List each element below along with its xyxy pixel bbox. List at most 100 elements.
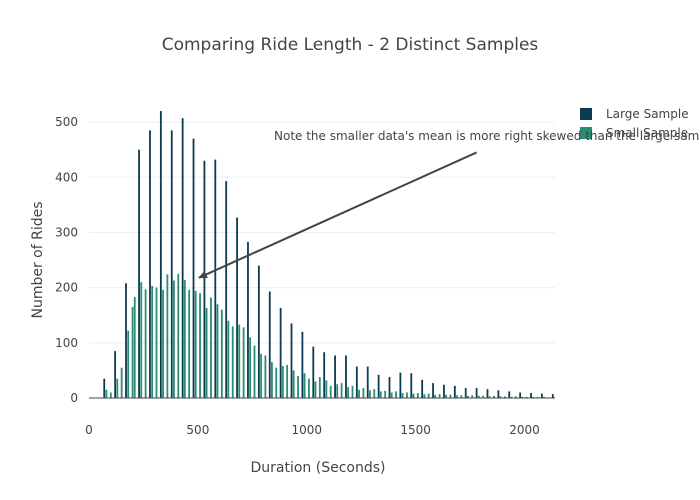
bar-large-sample bbox=[192, 138, 195, 398]
bar-small-sample bbox=[401, 393, 404, 398]
bar-large-sample bbox=[103, 378, 106, 398]
bar-small-sample bbox=[467, 395, 469, 398]
bar-small-sample bbox=[423, 394, 426, 398]
y-axis-ticks: 0 100 200 300 400 500 bbox=[55, 115, 78, 405]
x-tick-label: 1000 bbox=[291, 423, 322, 437]
bar-small-sample bbox=[199, 293, 201, 398]
bar-small-sample bbox=[109, 392, 112, 398]
bar-small-sample bbox=[449, 394, 452, 398]
bar-large-sample bbox=[159, 111, 162, 398]
bar-large-sample bbox=[279, 308, 282, 398]
bar-small-sample bbox=[325, 380, 328, 398]
bar-small-sample bbox=[120, 367, 123, 398]
bar-large-sample bbox=[149, 130, 151, 398]
bar-small-sample bbox=[303, 373, 306, 398]
legend-label: Small Sample bbox=[606, 126, 688, 140]
bar-small-sample bbox=[275, 367, 278, 398]
bar-large-sample bbox=[388, 377, 391, 398]
legend-label: Large Sample bbox=[606, 107, 689, 121]
legend-item[interactable]: Small Sample bbox=[580, 126, 688, 140]
bar-small-sample bbox=[336, 384, 339, 398]
bar-small-sample bbox=[116, 378, 119, 398]
bar-small-sample bbox=[205, 308, 208, 398]
bar-small-sample bbox=[242, 327, 245, 398]
bar-small-sample bbox=[510, 396, 513, 398]
y-tick-label: 200 bbox=[55, 281, 78, 295]
bar-small-sample bbox=[384, 390, 387, 398]
bar-small-sample bbox=[318, 377, 321, 398]
bar-large-sample bbox=[125, 283, 127, 398]
bar-large-sample bbox=[530, 393, 532, 398]
bar-small-sample bbox=[173, 280, 175, 398]
bar-large-sample bbox=[214, 159, 217, 398]
bar-small-sample bbox=[308, 378, 310, 398]
bar-small-sample bbox=[140, 282, 143, 398]
bar-large-sample bbox=[138, 149, 140, 398]
bar-small-sample bbox=[438, 394, 441, 398]
bar-small-sample bbox=[166, 274, 169, 398]
x-tick-label: 2000 bbox=[509, 423, 540, 437]
bar-small-sample bbox=[525, 396, 528, 398]
annotation-text: Note the smaller data's mean is more rig… bbox=[274, 129, 700, 143]
bar-small-sample bbox=[482, 395, 485, 398]
legend-swatch bbox=[580, 127, 592, 139]
bar-small-sample bbox=[390, 392, 393, 398]
bar-small-sample bbox=[271, 362, 273, 398]
bar-small-sample bbox=[412, 393, 415, 398]
bar-small-sample bbox=[155, 287, 158, 398]
bar-small-sample bbox=[471, 395, 474, 398]
bar-small-sample bbox=[177, 273, 180, 398]
bar-small-sample bbox=[460, 395, 463, 398]
bar-small-sample bbox=[340, 383, 343, 398]
bar-small-sample bbox=[347, 386, 350, 398]
bar-large-sample bbox=[443, 384, 445, 398]
x-tick-label: 0 bbox=[85, 423, 93, 437]
annotation-arrow bbox=[198, 151, 478, 279]
bar-large-sample bbox=[366, 366, 369, 398]
bar-large-sample bbox=[181, 118, 184, 399]
bar-small-sample bbox=[362, 388, 365, 398]
bar-small-sample bbox=[220, 309, 223, 398]
bar-large-sample bbox=[453, 385, 456, 398]
bar-large-sample bbox=[203, 160, 206, 398]
y-tick-label: 100 bbox=[55, 336, 78, 350]
bar-large-sample bbox=[236, 217, 238, 398]
x-tick-label: 1500 bbox=[400, 423, 431, 437]
bar-small-sample bbox=[373, 389, 376, 398]
y-tick-label: 400 bbox=[55, 170, 78, 184]
bar-small-sample bbox=[238, 324, 241, 398]
bar-small-sample bbox=[188, 289, 191, 398]
bar-large-sample bbox=[410, 373, 413, 398]
legend-swatch bbox=[580, 108, 592, 120]
bar-small-sample bbox=[406, 392, 408, 398]
bar-small-sample bbox=[456, 395, 458, 398]
bar-small-sample bbox=[162, 289, 164, 398]
bar-small-sample bbox=[194, 290, 197, 398]
bar-small-sample bbox=[151, 285, 154, 398]
bar-small-sample bbox=[427, 393, 430, 398]
bar-small-sample bbox=[395, 391, 397, 398]
bar-large-sample bbox=[519, 392, 522, 398]
bar-large-sample bbox=[399, 372, 402, 398]
bar-small-sample bbox=[521, 396, 524, 398]
y-tick-label: 300 bbox=[55, 225, 78, 239]
bar-large-sample bbox=[301, 331, 304, 398]
annotation: Note the smaller data's mean is more rig… bbox=[198, 129, 700, 279]
bar-large-sample bbox=[268, 291, 271, 398]
bar-small-sample bbox=[131, 306, 134, 398]
legend-item[interactable]: Large Sample bbox=[580, 107, 689, 121]
bar-large-sample bbox=[170, 130, 173, 398]
bar-large-sample bbox=[432, 383, 434, 398]
bar-large-sample bbox=[290, 323, 293, 398]
bar-large-sample bbox=[114, 351, 117, 398]
bar-small-sample bbox=[133, 297, 136, 398]
bar-small-sample bbox=[231, 326, 234, 398]
bar-large-sample bbox=[464, 388, 467, 398]
bar-large-sample bbox=[551, 394, 554, 398]
bar-small-sample bbox=[210, 297, 212, 398]
bar-large-sample bbox=[475, 388, 478, 398]
bar-small-sample bbox=[249, 337, 252, 398]
bar-large-sample bbox=[247, 241, 249, 398]
legend[interactable]: Large Sample Small Sample bbox=[580, 107, 689, 140]
